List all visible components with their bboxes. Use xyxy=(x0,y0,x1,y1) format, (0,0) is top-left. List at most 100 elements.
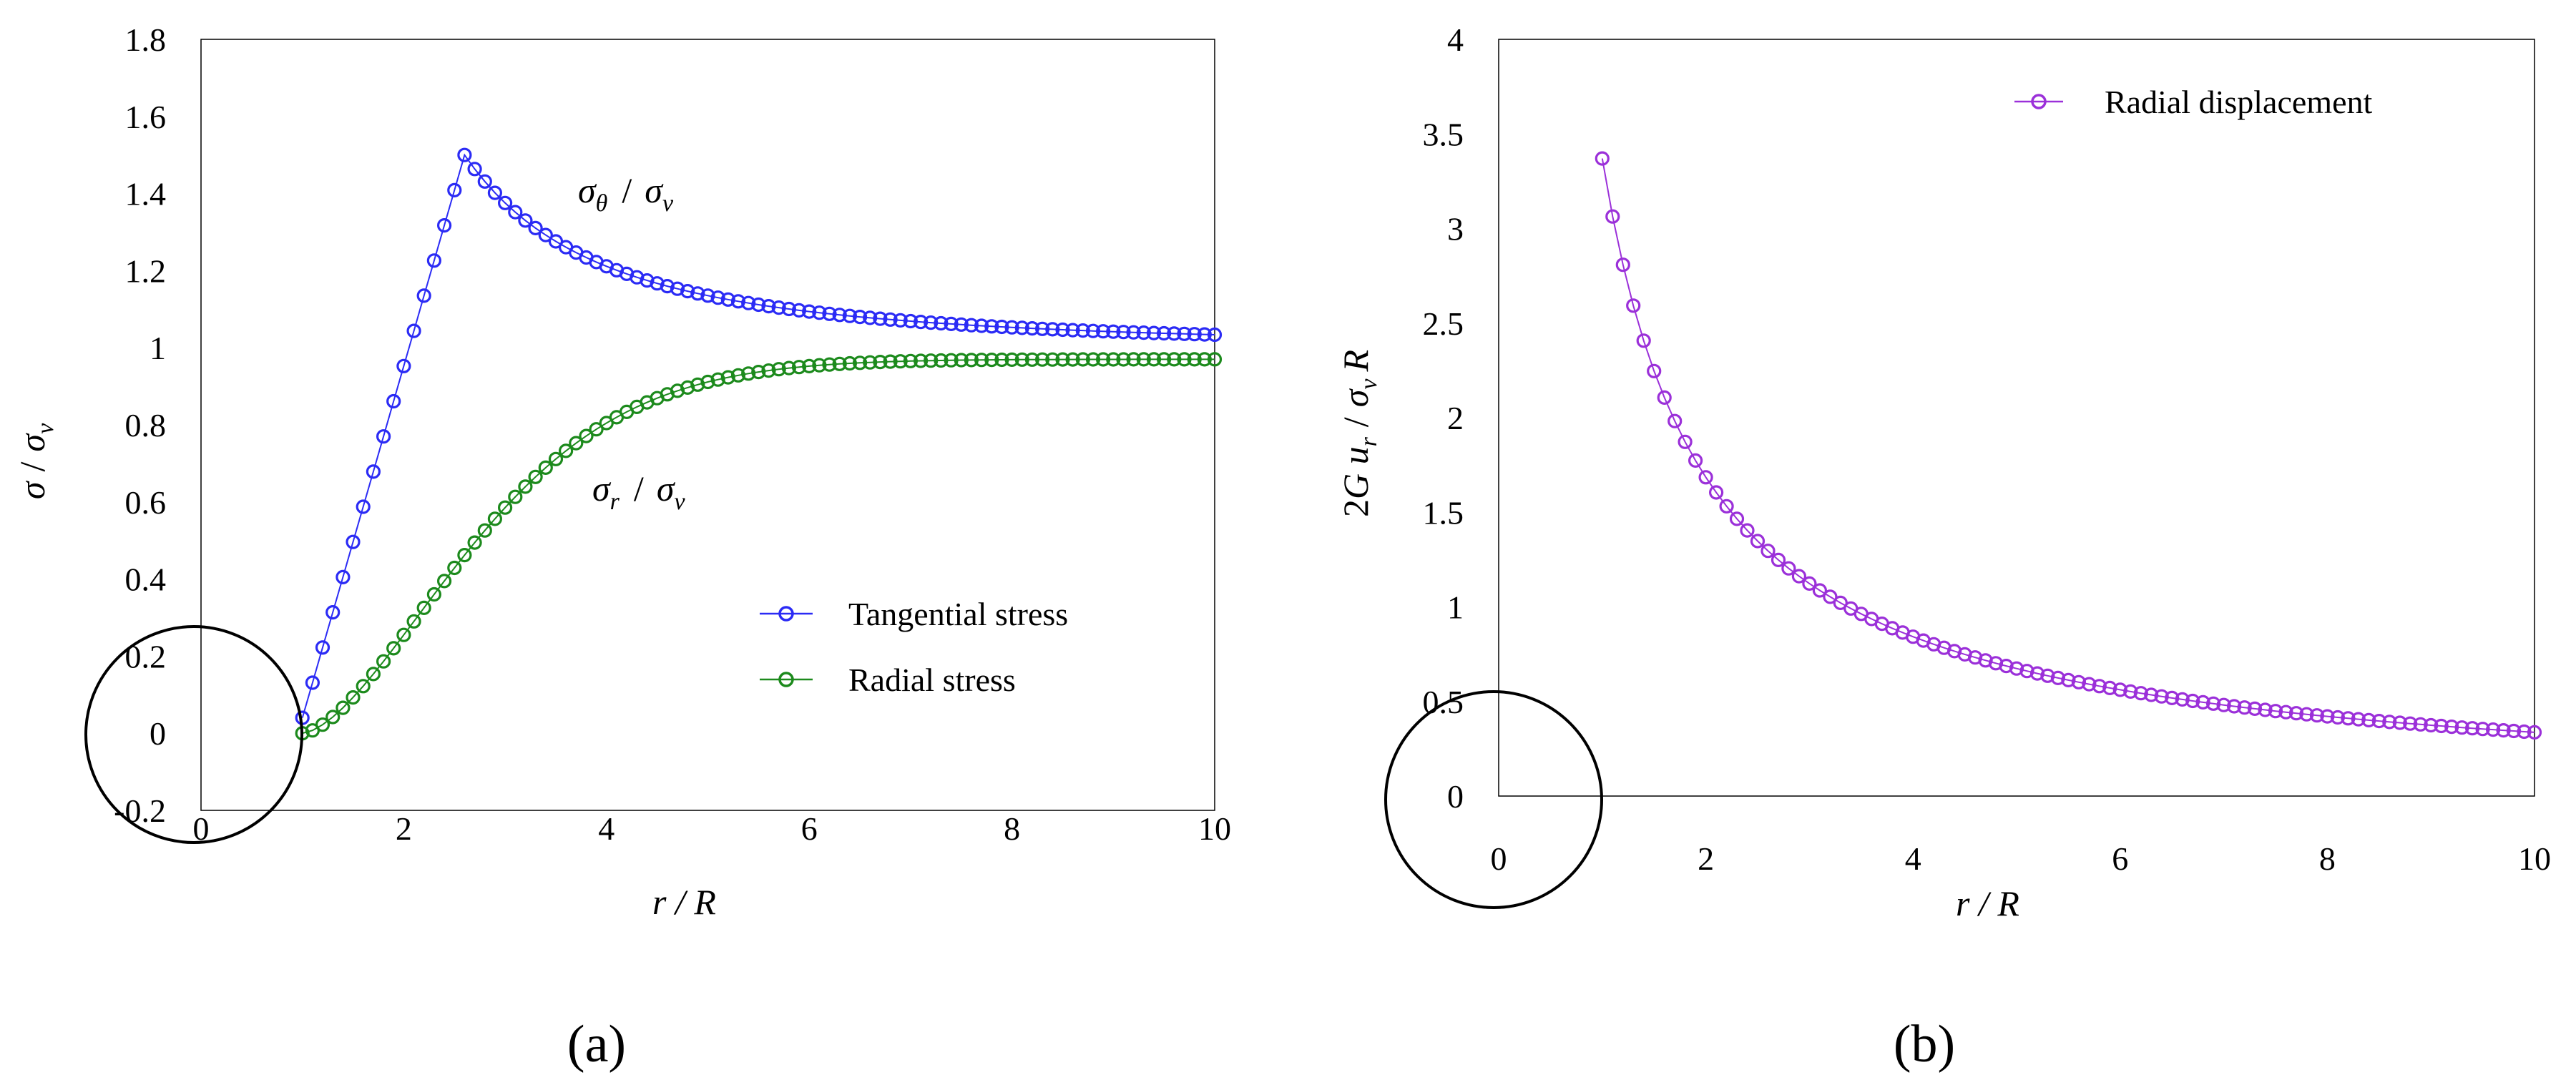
panel-b-x-tick-2: 4 xyxy=(1905,840,1921,877)
panel-a-series-0-point-83 xyxy=(1136,325,1151,340)
panel-a-y-tick-5: 0.8 xyxy=(125,407,167,443)
panel-a-series-0-point-87 xyxy=(1177,326,1192,341)
panel-a-x-tick-0: 0 xyxy=(193,810,210,847)
panel-a-series-0-point-63 xyxy=(934,315,949,331)
panel-a-series-0-point-84 xyxy=(1146,325,1162,340)
panel-b-series-0-point-14 xyxy=(1740,523,1755,538)
panel-a-series-0-point-41 xyxy=(710,290,725,305)
panel-b-series-0-point-43 xyxy=(2040,668,2055,683)
panel-b-series-0-point-13 xyxy=(1729,511,1745,526)
panel-b-x-tick-1: 2 xyxy=(1698,840,1714,877)
panel-a-series-0-point-69 xyxy=(994,319,1009,335)
panel-a-series-1-point-58 xyxy=(883,354,898,369)
panel-a-series-1-point-9 xyxy=(386,641,401,656)
panel-b-x-tick-4: 8 xyxy=(2319,840,2336,877)
panel-b-series-0-point-47 xyxy=(2082,677,2097,692)
panel-b-series-0-point-21 xyxy=(1812,583,1827,598)
panel-a-series-1-point-82 xyxy=(1126,352,1141,367)
panel-a-series-0-point-74 xyxy=(1045,322,1060,337)
panel-a-series-1-point-27 xyxy=(569,436,584,451)
panel-a-series-0-point-5 xyxy=(346,534,361,549)
panel-b-series-0-point-9 xyxy=(1688,453,1703,468)
panel-a-series-1-point-41 xyxy=(710,372,725,387)
panel-b-series-0-point-53 xyxy=(2144,687,2159,702)
panel-b-series-0-point-87 xyxy=(2496,722,2511,738)
panel-a-series-0-point-18 xyxy=(477,174,492,189)
panel-b-series-0-point-69 xyxy=(2309,708,2324,723)
panel-b-plot-frame xyxy=(1498,39,2535,797)
panel-a-series-0-point-21 xyxy=(508,205,523,220)
panel-b: 00.511.522.533.54 0 2 4 6 8 10 2G ur/σvR r / … xyxy=(1336,21,2551,1074)
panel-a-series-0-point-37 xyxy=(670,281,685,296)
panel-b-series-0-point-62 xyxy=(2237,700,2252,715)
panel-a-series-1-point-44 xyxy=(741,366,756,381)
panel-a-series-1-point-47 xyxy=(771,362,786,377)
panel-b-y-tick-labels: 00.511.522.533.54 xyxy=(1423,21,1464,815)
panel-a-series-1-point-66 xyxy=(964,353,979,368)
panel-a-series-1-point-12 xyxy=(416,600,431,616)
panel-a-series-1-point-56 xyxy=(863,355,878,370)
panel-a-origin-circle xyxy=(84,625,303,844)
panel-a-series-1-point-65 xyxy=(954,353,969,368)
panel-a-series-0-point-82 xyxy=(1126,325,1141,340)
panel-b-series-0-point-1 xyxy=(1605,209,1620,224)
panel-a-series-0-point-24 xyxy=(538,227,553,242)
panel-a-series-0-point-1 xyxy=(305,675,320,690)
panel-a-series-0-point-13 xyxy=(426,253,442,268)
panel-a-series-0-point-43 xyxy=(730,294,746,309)
panel-a-y-tick-7: 1.2 xyxy=(125,252,167,289)
panel-a-series-0-point-12 xyxy=(416,288,431,303)
panel-a-series-1-point-20 xyxy=(497,500,513,515)
panel-a-series-1-point-74 xyxy=(1045,352,1060,367)
panel-a-y-tick-labels: -0.2 0 0.2 0.4 0.6 0.8 1 1.2 1.4 1.6 1.8 xyxy=(114,21,166,829)
panel-b-series-0-point-20 xyxy=(1802,576,1817,591)
panel-a-series-1-point-19 xyxy=(487,511,503,526)
panel-a-series-0-point-4 xyxy=(336,569,351,585)
panel-a-series-0-line xyxy=(301,153,1215,718)
panel-a-x-tick-5: 10 xyxy=(1198,810,1231,847)
panel-a-series-0-point-16 xyxy=(457,147,472,162)
panel-a-series-1-point-16 xyxy=(457,547,472,563)
panel-a-series-0-point-90 xyxy=(1207,327,1223,343)
panel-a-series-1-point-61 xyxy=(913,353,929,368)
panel-a-series-1-point-83 xyxy=(1136,352,1151,367)
panel-b-series-0-point-86 xyxy=(2486,722,2501,737)
legend-tangential-marker xyxy=(778,606,794,622)
panel-b-series-0-point-80 xyxy=(2424,717,2439,733)
panel-b-series-0-point-54 xyxy=(2154,689,2169,704)
panel-a-series-0-point-64 xyxy=(944,316,959,331)
panel-a-label: (a) xyxy=(567,1015,626,1074)
panel-a-series-0-point-48 xyxy=(781,301,797,317)
panel-a-series-0-point-20 xyxy=(497,195,513,210)
panel-b-x-tick-3: 6 xyxy=(2112,840,2128,877)
panel-b-series-0-point-19 xyxy=(1791,569,1806,584)
panel-a-series-1-point-14 xyxy=(436,574,452,589)
panel-b-series-0-point-51 xyxy=(2123,684,2138,699)
panel-b-y-tick-4: 2 xyxy=(1447,400,1464,436)
panel-a-series-0-point-49 xyxy=(791,303,807,318)
panel-b-y-tick-8: 4 xyxy=(1447,21,1464,58)
panel-a-series-0-point-11 xyxy=(406,323,421,338)
panel-b-series-0-point-64 xyxy=(2258,702,2273,717)
panel-a-series-1-point-90 xyxy=(1207,352,1223,367)
panel-b-series-0-point-55 xyxy=(2165,690,2180,706)
panel-a-y-tick-10: 1.8 xyxy=(125,21,167,58)
panel-b-series-0-point-41 xyxy=(2019,664,2034,679)
panel-a-series-1-point-42 xyxy=(720,370,735,385)
panel-a-series-0-point-68 xyxy=(984,319,999,334)
panel-a-series-0-point-44 xyxy=(741,295,756,310)
panel-a-x-axis-label: r / R xyxy=(652,882,716,922)
panel-b-series xyxy=(1595,151,2542,740)
panel-b-series-0-point-79 xyxy=(2413,717,2428,732)
panel-b-series-0-point-74 xyxy=(2361,712,2376,728)
panel-a-series-1-point-71 xyxy=(1014,352,1029,367)
panel-a-series-0-point-67 xyxy=(974,318,989,333)
panel-a-series-1-point-17 xyxy=(467,535,482,550)
panel-a-series-0-point-8 xyxy=(376,429,391,444)
panel-b-series-0-line xyxy=(1601,158,2535,733)
panel-a-series-0-point-7 xyxy=(366,464,381,479)
panel-a-series-1-point-54 xyxy=(842,355,858,371)
panel-a-series-1-point-60 xyxy=(903,353,919,368)
panel-a-series-0-point-61 xyxy=(913,315,929,330)
